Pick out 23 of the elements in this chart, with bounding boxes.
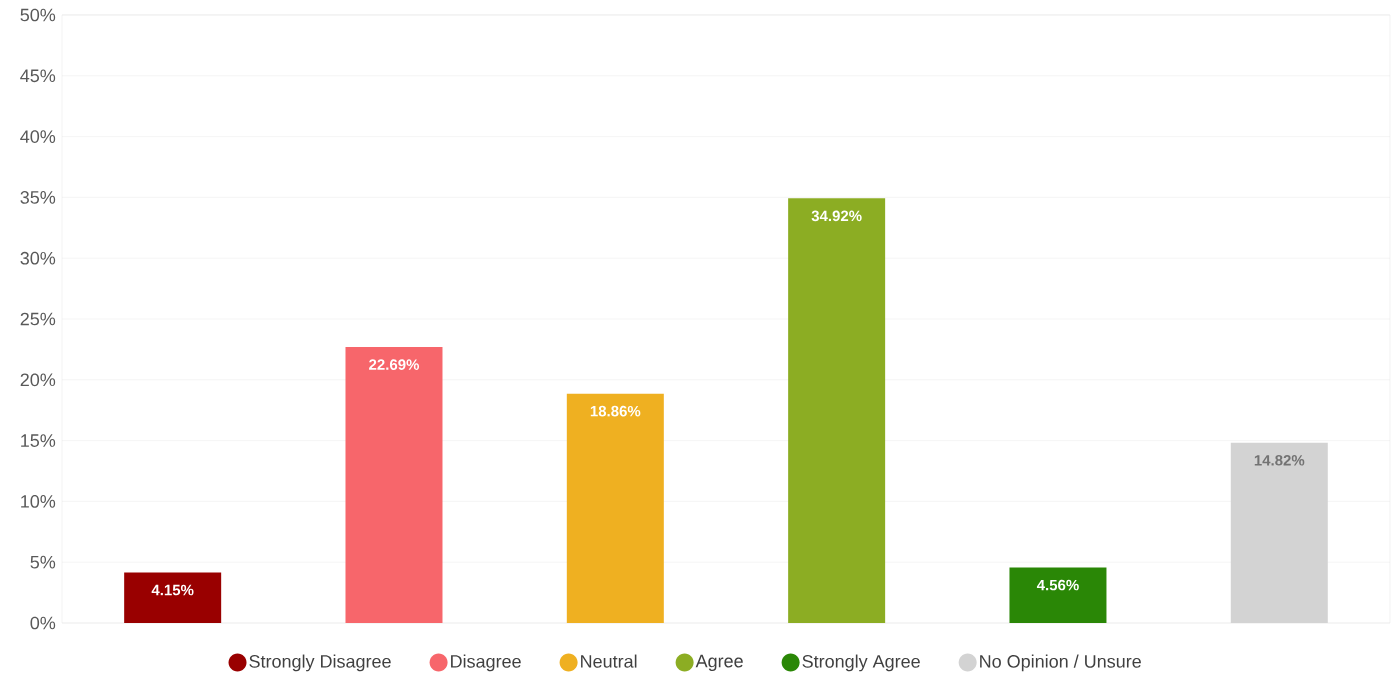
data-label: 4.56% [1036,579,1079,591]
data-label: 14.82% [1254,454,1305,466]
legend-label: Strongly Agree [802,654,920,672]
legend-label: Strongly Disagree [249,654,391,672]
y-tick-label: 10% [21,495,56,508]
y-tick-label: 15% [21,434,56,447]
data-label: 18.86% [590,405,641,417]
y-tick-label: 0% [30,616,56,630]
y-tick-label: 30% [20,251,56,265]
y-tick-label: 35% [20,191,56,204]
y-tick-label: 20% [20,373,56,387]
legend-label: No Opinion / Unsure [980,654,1141,672]
data-label: 4.15% [151,584,194,596]
legend-label: Disagree [451,654,521,672]
y-tick-label: 40% [20,130,56,143]
data-label: 22.69% [369,359,420,370]
y-tick-label: 45% [20,69,56,83]
y-tick-label: 5% [30,555,56,569]
legend-label: Neutral [581,654,637,668]
y-tick-label: 25% [20,312,56,326]
y-tick-label: 50% [20,8,56,22]
legend-label: Agree [695,654,743,671]
data-label: 34.92% [811,210,862,222]
